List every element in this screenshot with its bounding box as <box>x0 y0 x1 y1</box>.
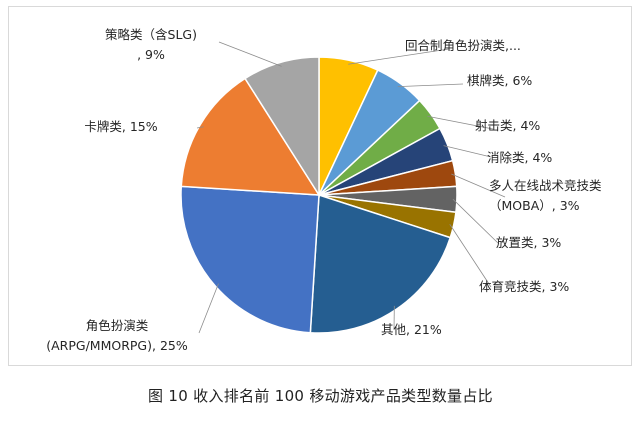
leader-line <box>196 126 204 129</box>
pie-slice <box>309 193 452 334</box>
slice-label: 棋牌类, 6% <box>467 73 532 88</box>
leader-line <box>451 173 506 198</box>
leader-line <box>443 145 492 158</box>
leader-line <box>218 41 282 67</box>
slice-label: 消除类, 4% <box>487 150 552 165</box>
leader-line <box>397 83 464 87</box>
leader-line <box>198 283 219 334</box>
slice-label: 体育竞技类, 3% <box>479 279 569 294</box>
slice-label: 射击类, 4% <box>475 118 540 133</box>
slice-label: 放置类, 3% <box>496 235 561 250</box>
slice-label: 卡牌类, 15% <box>84 119 157 134</box>
leader-line <box>348 48 450 65</box>
pie-slice <box>180 77 321 196</box>
slice-label: 其他, 21% <box>381 322 442 337</box>
chart-frame: 回合制角色扮演类,... 棋牌类, 6% 射击类, 4% 消除类, 4% 多人在线战术竞… <box>8 6 632 366</box>
leader-line <box>449 224 492 288</box>
leader-line <box>452 198 500 245</box>
slice-label: 策略类（含SLG), 9% <box>105 27 197 62</box>
slice-label: 回合制角色扮演类,... <box>405 38 521 53</box>
slice-label: 多人在线战术竞技类（MOBA）, 3% <box>489 178 602 213</box>
figure-caption: 图 10 收入排名前 100 移动游戏产品类型数量占比 <box>148 387 493 405</box>
slice-label: 角色扮演类(ARPG/MMORPG), 25% <box>46 318 188 353</box>
pie-slice <box>180 185 320 334</box>
pie-chart: 回合制角色扮演类,... 棋牌类, 6% 射击类, 4% 消除类, 4% 多人在线战术竞… <box>46 27 602 353</box>
leader-line <box>427 115 494 130</box>
pie-slice <box>244 56 320 198</box>
